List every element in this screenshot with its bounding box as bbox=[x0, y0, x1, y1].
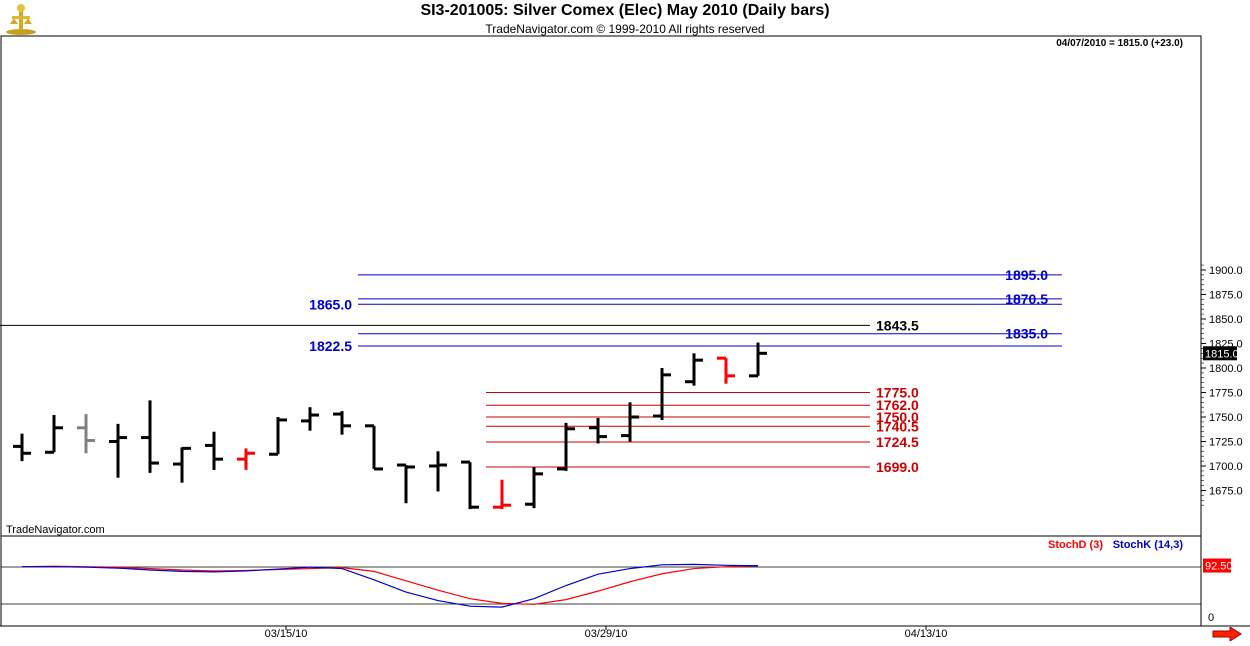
level-label: 1835.0 bbox=[1005, 326, 1048, 342]
ohlc-bar bbox=[13, 433, 31, 462]
stoch-d-legend: StochD (3) bbox=[1048, 539, 1103, 551]
y-tick-label: 1725.0 bbox=[1209, 437, 1243, 449]
ohlc-bar bbox=[77, 414, 95, 454]
x-tick-label: 03/15/10 bbox=[265, 628, 308, 640]
y-tick-label: 1800.0 bbox=[1209, 363, 1243, 375]
level-label: 1865.0 bbox=[309, 296, 352, 312]
y-tick-label: 1900.0 bbox=[1209, 265, 1243, 277]
level-label: 1699.0 bbox=[876, 459, 919, 475]
ohlc-bar bbox=[333, 411, 351, 435]
y-tick-label: 1875.0 bbox=[1209, 290, 1243, 302]
ohlc-bar bbox=[525, 466, 543, 509]
ohlc-bar bbox=[621, 402, 639, 442]
level-label: 1762.0 bbox=[876, 397, 919, 413]
level-label: 1724.5 bbox=[876, 434, 919, 450]
y-tick-label: 1700.0 bbox=[1209, 461, 1243, 473]
stoch-y-tick-label: 0 bbox=[1208, 612, 1214, 624]
ohlc-bar bbox=[493, 479, 511, 510]
ohlc-bar bbox=[205, 431, 223, 470]
ohlc-bar bbox=[653, 368, 671, 420]
ohlc-bar bbox=[749, 342, 767, 378]
stoch-value-box bbox=[1203, 558, 1231, 573]
level-label: 1895.0 bbox=[1005, 267, 1048, 283]
ohlc-bar bbox=[461, 460, 479, 510]
watermark: TradeNavigator.com bbox=[6, 524, 105, 536]
trade-navigator-logo bbox=[4, 2, 38, 36]
stoch-line bbox=[22, 563, 759, 608]
level-label: 1870.5 bbox=[1005, 291, 1048, 307]
level-label: 1775.0 bbox=[876, 385, 919, 401]
ohlc-bar bbox=[717, 356, 735, 384]
ohlc-bar bbox=[45, 415, 63, 454]
ohlc-bar bbox=[109, 423, 127, 478]
last-price-box bbox=[1203, 346, 1237, 361]
ohlc-bar bbox=[557, 422, 575, 471]
stoch-panel-frame bbox=[0, 535, 1202, 627]
ohlc-bar bbox=[429, 451, 447, 492]
x-tick-label: 03/29/10 bbox=[585, 628, 628, 640]
ohlc-bar bbox=[237, 448, 255, 470]
ohlc-bar bbox=[589, 417, 607, 444]
y-tick-label: 1850.0 bbox=[1209, 314, 1243, 326]
x-tick-label: 04/13/10 bbox=[905, 628, 948, 640]
y-tick-label: 1775.0 bbox=[1209, 388, 1243, 400]
ohlc-bar bbox=[685, 353, 703, 386]
stoch-k-legend: StochK (14,3) bbox=[1113, 539, 1184, 551]
chart-title: SI3-201005: Silver Comex (Elec) May 2010… bbox=[420, 2, 830, 19]
level-label: 1740.5 bbox=[876, 418, 919, 434]
ohlc-bar bbox=[269, 417, 287, 456]
stoch-value-label: 92.50 bbox=[1205, 561, 1233, 573]
y-tick-label: 1750.0 bbox=[1209, 412, 1243, 424]
stoch-line bbox=[21, 565, 759, 605]
level-label: 1822.5 bbox=[309, 338, 352, 354]
last-quote: 04/07/2010 = 1815.0 (+23.0) bbox=[1056, 38, 1183, 49]
copyright-subtitle: TradeNavigator.com © 1999-2010 All right… bbox=[485, 22, 765, 36]
level-label: 1843.5 bbox=[876, 317, 919, 333]
ohlc-bar bbox=[173, 446, 191, 483]
ohlc-bar bbox=[365, 424, 383, 471]
y-tick-label: 1675.0 bbox=[1209, 486, 1243, 498]
scroll-right-arrow-icon[interactable] bbox=[1212, 626, 1242, 642]
ohlc-bar bbox=[141, 400, 159, 473]
level-label: 1750.0 bbox=[876, 409, 919, 425]
ohlc-bar bbox=[397, 463, 415, 504]
last-price-label: 1815.0 bbox=[1205, 348, 1239, 360]
ohlc-bar bbox=[301, 407, 319, 431]
